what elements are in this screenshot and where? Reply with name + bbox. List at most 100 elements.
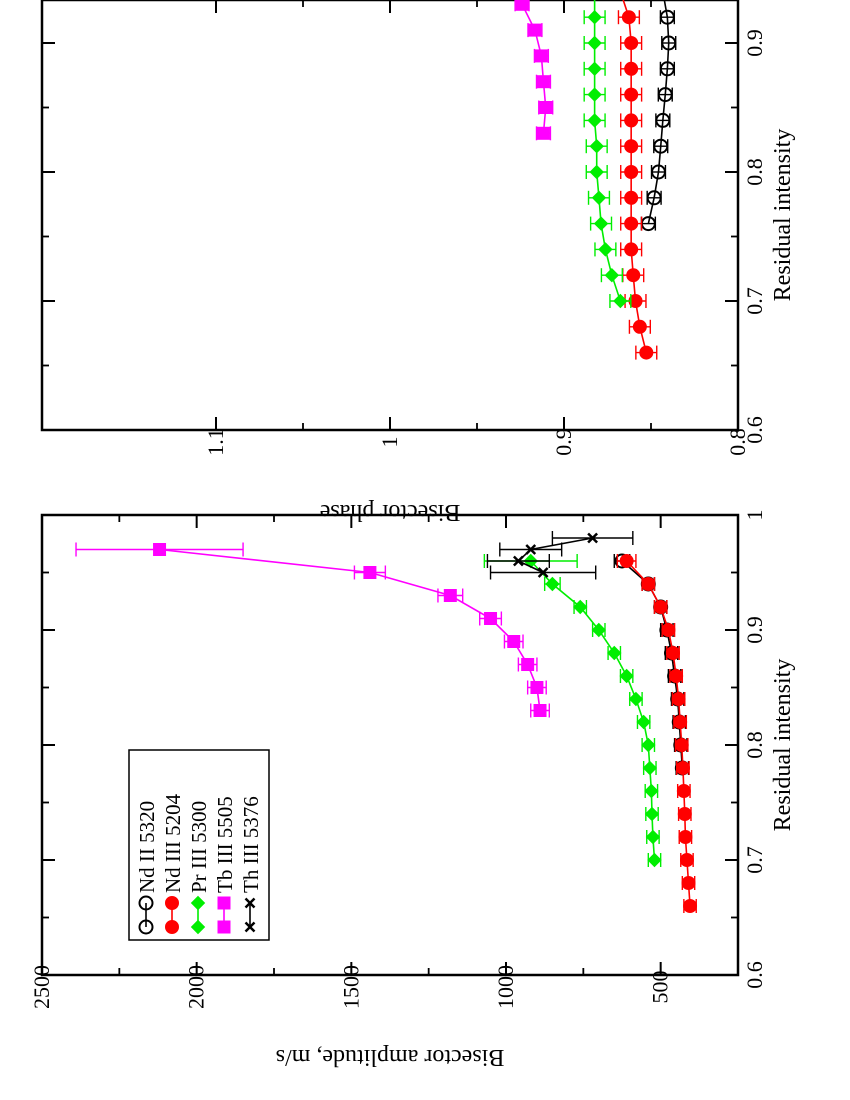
data-point <box>650 164 666 180</box>
legend-marker <box>138 919 154 935</box>
data-point <box>587 113 602 128</box>
x-tick-label: 0.8 <box>742 731 767 759</box>
x-tick-label: 0.9 <box>742 616 767 644</box>
data-point <box>591 622 607 638</box>
data-point <box>598 242 613 257</box>
data-point <box>587 87 602 102</box>
series-line <box>159 548 541 711</box>
data-point <box>533 704 547 717</box>
data-point <box>645 829 661 845</box>
data-point <box>484 612 498 625</box>
data-point <box>539 101 553 114</box>
data-point <box>676 784 691 798</box>
data-point <box>678 830 693 844</box>
data-point <box>674 738 689 752</box>
legend-label: Nd II 5320 <box>135 801 159 893</box>
data-point <box>675 761 690 775</box>
legend-entry: Nd III 5204 <box>161 793 185 934</box>
series-tb-iii-5505 <box>514 0 554 141</box>
data-point <box>536 126 550 140</box>
legend-marker <box>190 919 206 935</box>
data-point <box>624 87 639 102</box>
x-tick-label: 0.7 <box>742 846 767 874</box>
x-axis-label: Residual intensity <box>770 129 796 302</box>
data-point <box>655 112 671 128</box>
cross-stroke <box>244 921 256 933</box>
data-point <box>536 75 550 89</box>
x-axis-label: Residual intensity <box>770 659 796 832</box>
data-point <box>587 9 602 25</box>
data-point <box>644 783 659 799</box>
data-point <box>641 737 656 753</box>
y-tick-label: 1 <box>377 437 402 448</box>
data-point <box>653 600 668 614</box>
data-point <box>619 668 634 684</box>
data-point <box>642 760 658 776</box>
series-line <box>622 0 648 353</box>
data-point <box>607 645 622 661</box>
x-tick-label: 0.9 <box>742 29 767 57</box>
data-point <box>521 658 535 671</box>
chart-panel-2: 0.6 0.7 0.8 0.9 1 0.8 0.9 1 1.1 Residual intensit… <box>40 0 796 525</box>
data-point <box>657 87 673 103</box>
cross-stroke <box>537 567 549 578</box>
legend-entry: Tb III 5505 <box>213 796 237 934</box>
plot-area <box>514 0 677 360</box>
y-axis-label: Bisector phase <box>320 499 461 525</box>
data-point <box>653 138 669 154</box>
y-tick-label: 1000 <box>493 965 518 1009</box>
data-point <box>673 715 688 729</box>
data-point <box>589 164 604 180</box>
data-point <box>613 293 628 309</box>
data-point <box>624 139 639 154</box>
data-point <box>587 532 598 544</box>
data-point <box>641 577 656 591</box>
y-tick-label: 1500 <box>338 965 363 1009</box>
data-point <box>628 691 644 707</box>
data-point <box>545 576 560 592</box>
data-point <box>659 9 675 25</box>
legend-marker <box>244 897 256 909</box>
series-pr-iii-5300 <box>483 553 662 868</box>
cross-stroke <box>587 532 598 544</box>
legend-marker <box>244 921 256 933</box>
data-point <box>661 623 676 637</box>
legend-entry: Nd II 5320 <box>135 801 159 935</box>
y-tick-label: 2000 <box>184 965 209 1009</box>
data-point <box>639 345 654 360</box>
series-nd-iii-5204 <box>617 0 658 360</box>
data-point <box>604 267 620 283</box>
data-point <box>624 61 639 76</box>
y-tick-label: 1.1 <box>203 428 228 456</box>
series-th-iii-5376 <box>486 531 634 580</box>
data-point <box>512 555 524 567</box>
series-nd-ii-5320 <box>640 0 677 232</box>
data-point <box>573 599 588 615</box>
data-point <box>624 242 639 257</box>
x-tick-label: 0.6 <box>742 961 767 989</box>
cross-stroke <box>512 555 524 567</box>
data-point <box>644 806 660 822</box>
data-point <box>587 61 602 77</box>
data-point <box>537 567 549 578</box>
data-point <box>647 852 662 868</box>
data-point <box>528 23 542 37</box>
data-point <box>363 566 377 579</box>
cross-stroke <box>244 897 256 909</box>
data-point <box>679 853 694 867</box>
data-point <box>624 36 639 50</box>
data-point <box>515 0 529 11</box>
series-nd-iii-5204 <box>616 554 698 913</box>
data-point <box>671 692 686 706</box>
plot-area <box>75 531 698 913</box>
chart-panel-1: 0.60.70.80.915001000150020002500Residual… <box>29 510 796 1071</box>
data-point <box>636 714 651 730</box>
series-line <box>647 0 670 224</box>
data-point <box>624 113 639 128</box>
y-axis-label: Bisector amplitude, m/s <box>276 1044 505 1070</box>
data-point <box>646 190 662 206</box>
data-point <box>683 899 698 913</box>
data-point <box>589 138 604 154</box>
legend-marker <box>217 896 231 910</box>
